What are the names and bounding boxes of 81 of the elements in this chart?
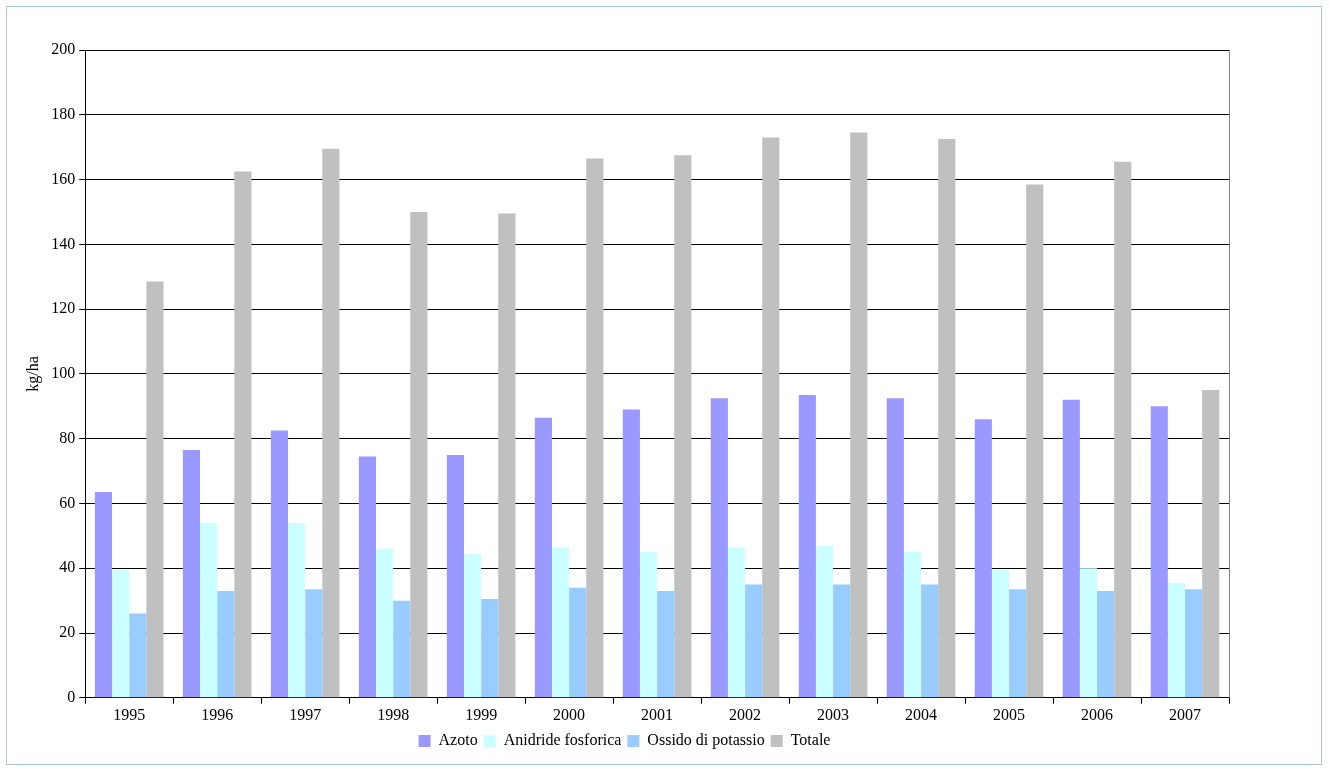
bar	[534, 417, 552, 698]
bar	[358, 456, 376, 698]
x-tick-label: 2005	[993, 705, 1026, 723]
y-tick-label: 60	[59, 493, 76, 511]
bar	[498, 213, 516, 698]
bar	[639, 552, 658, 698]
y-tick-label: 140	[51, 234, 76, 252]
legend-label: Totale	[790, 731, 831, 749]
bar	[1150, 406, 1168, 698]
y-tick-label: 180	[51, 104, 76, 122]
bar	[1062, 399, 1080, 698]
bar	[886, 398, 904, 698]
bar	[305, 589, 323, 698]
legend-label: Ossido di potassio	[647, 731, 765, 750]
bar	[938, 139, 956, 698]
bar	[1167, 582, 1186, 698]
bar	[798, 394, 816, 698]
bar	[481, 599, 499, 698]
x-tick-label: 1999	[465, 705, 498, 723]
bar	[1026, 184, 1044, 698]
bar	[991, 569, 1010, 698]
bar	[1097, 590, 1115, 698]
bar	[1009, 589, 1027, 698]
bar	[921, 584, 939, 698]
bar	[112, 569, 130, 698]
bar	[974, 419, 992, 698]
x-tick-label: 1995	[113, 705, 146, 723]
x-tick-label: 2004	[905, 705, 938, 723]
bar	[288, 522, 306, 698]
y-tick-label: 120	[51, 299, 76, 317]
x-tick-label: 2001	[641, 705, 674, 723]
bar	[1202, 390, 1220, 698]
bar	[322, 148, 340, 698]
bar	[463, 553, 482, 698]
bar	[762, 137, 780, 698]
y-axis-title: kg/ha	[23, 356, 42, 392]
bar	[674, 155, 692, 698]
bar	[903, 552, 922, 698]
x-tick-label: 2007	[1169, 705, 1202, 723]
bar	[551, 547, 570, 698]
bar	[745, 584, 763, 698]
y-tick-label: 0	[67, 688, 76, 705]
bar	[727, 547, 746, 698]
bar	[657, 590, 675, 698]
bar	[375, 548, 394, 698]
bar	[833, 584, 851, 698]
bar	[182, 450, 201, 698]
bar	[622, 409, 640, 698]
bar	[815, 545, 834, 698]
bar	[129, 613, 147, 698]
bar	[393, 600, 411, 698]
x-tick-label: 1998	[377, 705, 410, 723]
bar	[586, 158, 604, 698]
y-tick-label: 20	[59, 623, 76, 641]
legend-label: Anidride fosforica	[503, 731, 622, 749]
bar	[1114, 161, 1132, 698]
bar	[850, 132, 868, 698]
bar	[270, 430, 289, 698]
bar	[146, 281, 164, 698]
bar	[1185, 589, 1203, 698]
x-tick-label: 1996	[201, 705, 234, 723]
y-tick-label: 200	[51, 40, 76, 58]
bar	[410, 211, 428, 698]
x-tick-label: 1997	[289, 705, 322, 723]
x-tick-label: 2003	[817, 705, 850, 723]
bar	[710, 398, 728, 698]
bar	[200, 522, 218, 698]
x-tick-label: 2000	[553, 705, 586, 723]
bar	[234, 171, 252, 698]
bar	[1079, 568, 1098, 698]
bar	[94, 492, 113, 698]
bar	[569, 587, 587, 698]
bar	[217, 590, 235, 698]
bar	[446, 454, 464, 698]
y-tick-label: 100	[51, 364, 76, 382]
x-tick-label: 2006	[1081, 705, 1114, 723]
y-tick-label: 80	[59, 428, 76, 446]
y-tick-label: 40	[59, 558, 76, 576]
legend-label: Azoto	[438, 731, 478, 749]
y-tick-label: 160	[51, 169, 76, 187]
x-tick-label: 2002	[729, 705, 762, 723]
